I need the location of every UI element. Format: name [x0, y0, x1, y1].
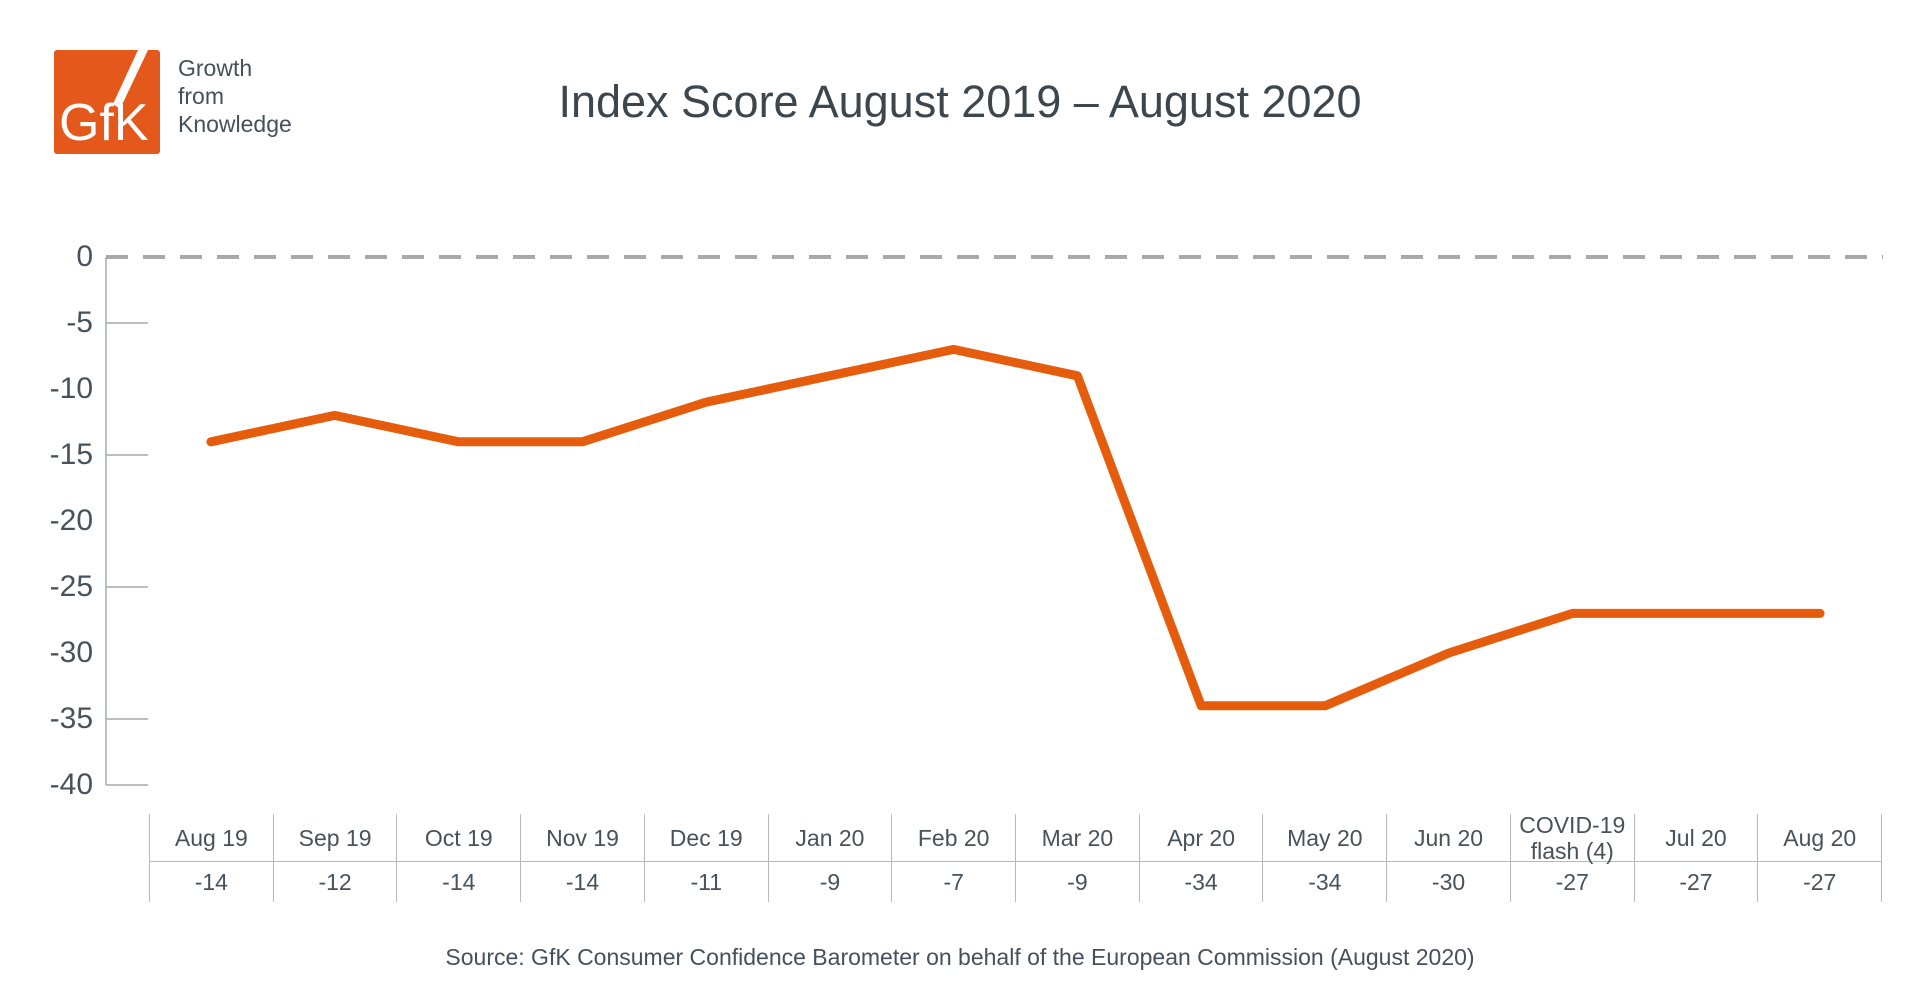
y-axis-label: -15: [49, 438, 93, 471]
month-header-row: Aug 19 Sep 19 Oct 19 Nov 19 Dec 19 Jan 20 Feb …: [149, 812, 1882, 864]
y-axis-label: -30: [49, 636, 93, 669]
month-header-cell: Aug 19: [149, 814, 273, 861]
chart-title: Index Score August 2019 – August 2020: [558, 76, 1362, 127]
month-header-cell: Jan 20: [767, 814, 892, 861]
gfk-logo-slash: [113, 50, 148, 109]
tagline-line: from: [178, 83, 224, 109]
gfk-logo: GfK: [54, 50, 160, 154]
logo-tagline: Growth from Knowledge: [178, 54, 292, 138]
month-header-cell: Apr 20: [1138, 814, 1263, 861]
month-header-cell: Dec 19: [643, 814, 768, 861]
x-axis-table: Aug 19 Sep 19 Oct 19 Nov 19 Dec 19 Jan 20 Feb …: [149, 812, 1882, 902]
y-axis-label: -40: [49, 768, 93, 801]
y-axis-label: -10: [49, 372, 93, 405]
month-header-cell: Mar 20: [1015, 814, 1139, 861]
tagline-line: Knowledge: [178, 111, 292, 137]
index-value-cell: -11: [643, 862, 768, 902]
index-value-cell: -14: [149, 862, 273, 902]
index-value-cell: -34: [1138, 862, 1263, 902]
month-header-cell: Aug 20: [1757, 814, 1881, 861]
month-header-cell: May 20: [1262, 814, 1386, 861]
month-header-cell: Feb 20: [891, 814, 1015, 861]
index-value-cell: -14: [520, 862, 644, 902]
value-row: -14 -12 -14 -14 -11 -9 -7 -9 -34 -34 -30 -27 -27 -27: [149, 862, 1882, 902]
index-value-cell: -27: [1633, 862, 1758, 902]
gfk-logo-text: GfK: [59, 94, 149, 152]
y-axis-label: 0: [76, 240, 93, 273]
index-value-cell: -9: [767, 862, 892, 902]
source-note: Source: GfK Consumer Confidence Baromete…: [445, 944, 1475, 970]
y-axis-label: -25: [49, 570, 93, 603]
month-header-cell: Oct 19: [396, 814, 520, 861]
index-value-cell: -14: [396, 862, 520, 902]
tagline-line: Growth: [178, 55, 253, 81]
index-value-cell: -9: [1015, 862, 1139, 902]
month-header-cell: COVID-19 flash (4): [1509, 812, 1634, 864]
y-axis-label: -35: [49, 702, 93, 735]
month-header-cell: Jun 20: [1386, 814, 1510, 861]
y-axis-label: -20: [49, 504, 93, 537]
month-header-cell: Nov 19: [520, 814, 644, 861]
month-header-cell: Sep 19: [272, 814, 397, 861]
index-value-cell: -27: [1757, 862, 1881, 902]
index-value-cell: -34: [1262, 862, 1386, 902]
index-value-cell: -30: [1386, 862, 1510, 902]
month-header-cell: Jul 20: [1633, 814, 1758, 861]
index-value-cell: -12: [272, 862, 397, 902]
y-axis-label: -5: [66, 306, 93, 339]
index-value-cell: -27: [1509, 862, 1634, 902]
index-score-trend-line: [206, 344, 1825, 711]
index-value-cell: -7: [891, 862, 1015, 902]
